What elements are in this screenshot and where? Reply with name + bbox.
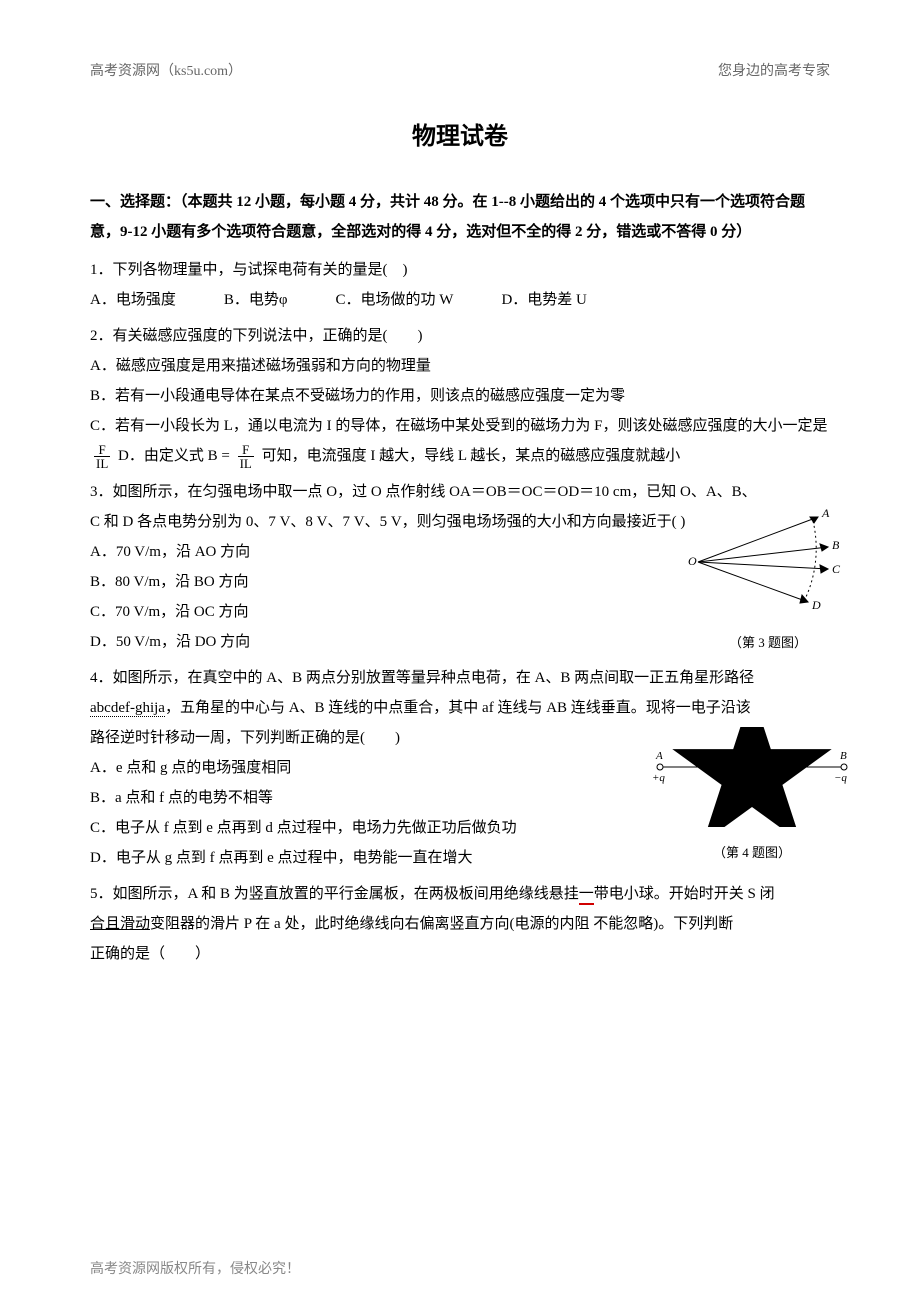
q2-stem: 2．有关磁感应强度的下列说法中，正确的是( ) <box>90 321 830 351</box>
q4-figure: A B +q −q a b c d e f g h i j （第 4 题图） <box>652 727 852 847</box>
q1-opt-b: B．电势φ <box>224 285 288 315</box>
question-3: 3．如图所示，在匀强电场中取一点 O，过 O 点作射线 OA＝OB＝OC＝OD＝… <box>90 477 830 657</box>
frac-den-2: IL <box>238 457 254 470</box>
page-header: 高考资源网（ks5u.com） 您身边的高考专家 <box>90 60 830 80</box>
q5-stem-l2: 合且滑动变阻器的滑片 P 在 a 处，此时绝缘线向右偏离竖直方向(电源的内阻 不… <box>90 909 830 939</box>
question-4: 4．如图所示，在真空中的 A、B 两点分别放置等量异种点电荷，在 A、B 两点间… <box>90 663 830 873</box>
q3-stem-l1: 3．如图所示，在匀强电场中取一点 O，过 O 点作射线 OA＝OB＝OC＝OD＝… <box>90 477 830 507</box>
q4-label-B: B <box>840 750 847 762</box>
q3-label-a: A <box>821 507 830 520</box>
q4-label-h: h <box>728 774 734 786</box>
header-right: 您身边的高考专家 <box>718 60 830 80</box>
q1-opt-d: D．电势差 U <box>501 285 586 315</box>
frac-num-2: F <box>238 443 254 457</box>
q2-opt-c-pre: C．若有一小段长为 L，通以电流为 I 的导体，在磁场中某处受到的磁场力为 F，… <box>90 418 828 434</box>
q4-label-A: A <box>655 750 663 762</box>
question-2: 2．有关磁感应强度的下列说法中，正确的是( ) A．磁感应强度是用来描述磁场强弱… <box>90 321 830 471</box>
q3-label-b: B <box>832 538 840 552</box>
question-1: 1．下列各物理量中，与试探电荷有关的量是( ) A．电场强度 B．电势φ C．电… <box>90 255 830 315</box>
q2-opt-a: A．磁感应强度是用来描述磁场强弱和方向的物理量 <box>90 351 830 381</box>
fraction-f-over-il-2: F IL <box>238 443 254 470</box>
q4-stem-l1: 4．如图所示，在真空中的 A、B 两点分别放置等量异种点电荷，在 A、B 两点间… <box>90 663 830 693</box>
q4-path-label: abcdef-ghija <box>90 700 165 717</box>
q2-opt-d-post: 可知，电流强度 I 越大，导线 L 越长，某点的磁感应强度就越小 <box>262 448 681 464</box>
q5-l2-b: 变阻器的滑片 P 在 a 处，此时绝缘线向右偏离竖直方向(电源的内阻 不能忽略)… <box>150 916 733 932</box>
q5-l2-a: 合且滑动 <box>90 916 150 932</box>
q4-stem-l2: abcdef-ghija，五角星的中心与 A、B 连线的中点重合，其中 af 连… <box>90 693 830 723</box>
q4-label-b: b <box>762 748 768 760</box>
q1-opt-c: C．电场做的功 W <box>336 285 454 315</box>
frac-num: F <box>94 443 110 457</box>
q4-caption: （第 4 题图） <box>652 840 852 866</box>
q3-label-d: D <box>811 598 821 612</box>
page-footer: 高考资源网版权所有，侵权必究！ <box>90 1258 300 1278</box>
q5-l1-b: 带电小球。开始时开关 S 闭 <box>594 886 775 902</box>
header-left: 高考资源网（ks5u.com） <box>90 60 242 80</box>
q2-opt-d-pre: D．由定义式 B = <box>118 448 234 464</box>
q4-label-d: d <box>774 774 780 786</box>
section-1-heading: 一、选择题：（本题共 12 小题，每小题 4 分，共计 48 分。在 1--8 … <box>90 187 830 247</box>
q3-label-c: C <box>832 562 841 576</box>
q4-label-i: i <box>714 754 717 766</box>
q2-opt-c-d: C．若有一小段长为 L，通以电流为 I 的导体，在磁场中某处受到的磁场力为 F，… <box>90 411 830 471</box>
q3-figure: O A B C D （第 3 题图） <box>688 507 848 627</box>
q4-label-c: c <box>786 754 791 766</box>
q1-opt-a: A．电场强度 <box>90 285 176 315</box>
q2-opt-b: B．若有一小段通电导体在某点不受磁场力的作用，则该点的磁感应强度一定为零 <box>90 381 830 411</box>
q4-label-qminus: −q <box>834 772 847 784</box>
q3-label-o: O <box>688 554 697 568</box>
q5-stem-l1: 5．如图所示，A 和 B 为竖直放置的平行金属板，在两极板间用绝缘线悬挂一带电小… <box>90 879 830 909</box>
frac-den: IL <box>94 457 110 470</box>
q3-caption: （第 3 题图） <box>688 630 848 656</box>
q4-label-a: a <box>749 732 755 744</box>
fraction-f-over-il-1: F IL <box>94 443 110 470</box>
q4-label-e: e <box>774 800 779 812</box>
page-title: 物理试卷 <box>90 116 830 151</box>
q5-l1-red: 一 <box>579 886 594 905</box>
q1-stem: 1．下列各物理量中，与试探电荷有关的量是( ) <box>90 255 830 285</box>
q5-l1-a: 5．如图所示，A 和 B 为竖直放置的平行金属板，在两极板间用绝缘线悬挂 <box>90 886 579 902</box>
q4-stem-l2-b: ，五角星的中心与 A、B 连线的中点重合，其中 af 连线与 AB 连线垂直。现… <box>165 700 751 716</box>
question-5: 5．如图所示，A 和 B 为竖直放置的平行金属板，在两极板间用绝缘线悬挂一带电小… <box>90 879 830 969</box>
q4-label-qplus: +q <box>652 772 665 784</box>
q4-label-g: g <box>724 800 730 812</box>
q5-stem-l3: 正确的是（ ） <box>90 939 830 969</box>
